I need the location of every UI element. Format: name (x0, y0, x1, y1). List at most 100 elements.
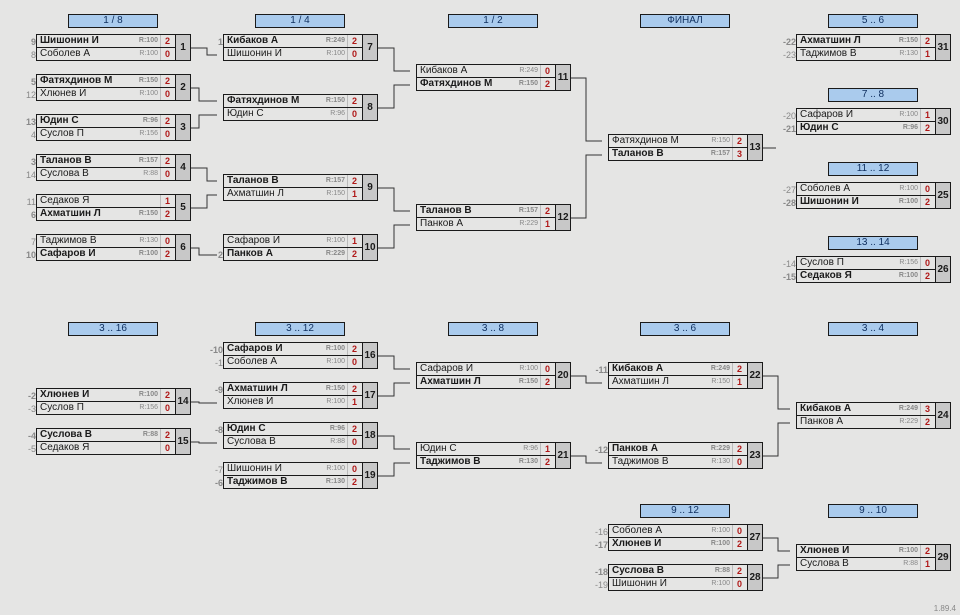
match: Сафаров ИR:10012Панков АR:229210 (223, 234, 378, 262)
match-row: -23Таджимов ВR:1301 (796, 47, 951, 61)
player-name: Фатяхдинов М (40, 75, 112, 87)
player-name: Суслова В (800, 558, 849, 570)
player-rating: R:100 (711, 525, 730, 537)
player-rating: R:100 (711, 538, 730, 550)
player-name: Хлюнев И (800, 545, 849, 557)
seed: 13 (23, 115, 37, 129)
player-name: Сафаров И (40, 248, 96, 260)
player-name: Панков А (612, 443, 658, 455)
player-rating: R:157 (711, 148, 730, 160)
player-rating: R:157 (519, 205, 538, 217)
match-number: 26 (935, 256, 951, 283)
player-name: Юдин С (800, 122, 839, 134)
match-row: -6Таджимов ВR:1302 (223, 475, 378, 489)
seed: -7 (210, 463, 224, 477)
seed: 8 (23, 48, 37, 62)
player-name: Шишонин И (227, 463, 282, 475)
player-name: Таланов В (420, 205, 472, 217)
player-rating: R:100 (326, 235, 345, 247)
player-score: 0 (540, 65, 554, 77)
player-name: Кибаков А (800, 403, 851, 415)
player-rating: R:156 (139, 128, 158, 140)
seed: -15 (783, 270, 797, 284)
player-rating: R:88 (143, 429, 158, 441)
player-rating: R:96 (330, 423, 345, 435)
player-name: Фатяхдинов М (612, 135, 679, 147)
match: 11Седаков Я16Ахматшин ЛR:15025 (36, 194, 191, 222)
round-label: 3 .. 8 (448, 322, 538, 336)
player-score: 2 (540, 78, 554, 90)
player-rating: R:156 (899, 257, 918, 269)
match: 5Фатяхдинов МR:150212Хлюнев ИR:10002 (36, 74, 191, 102)
match: Фатяхдинов МR:1502Таланов В R:157313 (608, 134, 763, 162)
match-row: -11Кибаков АR:2492 (608, 362, 763, 376)
player-rating: R:100 (899, 183, 918, 195)
match-number: 14 (175, 388, 191, 415)
player-name: Ахматшин Л (420, 376, 481, 388)
player-rating: R:249 (326, 35, 345, 47)
match: 7Таджимов ВR:130010Сафаров ИR:10026 (36, 234, 191, 262)
player-name: Таджимов В (612, 456, 669, 468)
player-rating: R:88 (715, 565, 730, 577)
player-score: 0 (160, 88, 174, 100)
match-row: Хлюнев ИR:1001 (223, 395, 378, 409)
player-name: Кибаков А (420, 65, 467, 77)
player-score: 0 (160, 235, 174, 247)
seed: -9 (210, 383, 224, 397)
seed: 12 (23, 88, 37, 102)
match-number: 27 (747, 524, 763, 551)
match-row: Фатяхдинов МR:1502 (608, 134, 763, 148)
player-name: Соболев А (800, 183, 850, 195)
match-number: 20 (555, 362, 571, 389)
seed: -4 (23, 429, 37, 443)
round-label: 3 .. 6 (640, 322, 730, 336)
player-name: Фатяхдинов М (420, 78, 492, 90)
match-number: 13 (747, 134, 763, 161)
match: Кибаков АR:2490Фатяхдинов МR:150211 (416, 64, 571, 92)
seed: -23 (783, 48, 797, 62)
player-name: Сафаров И (800, 109, 853, 121)
player-rating: R:150 (326, 188, 345, 200)
player-rating: R:100 (899, 545, 918, 557)
match-row: Суслова ВR:880 (223, 435, 378, 449)
match-row: 9Шишонин ИR:1002 (36, 34, 191, 48)
match-number: 8 (362, 94, 378, 121)
match-row: -5Седаков Я0 (36, 441, 191, 455)
match-row: 8Соболев АR:1000 (36, 47, 191, 61)
player-rating: R:100 (326, 48, 345, 60)
match: Таланов ВR:1572Ахматшин ЛR:15019 (223, 174, 378, 202)
seed: 1 (210, 35, 224, 49)
player-score: 1 (540, 218, 554, 230)
match-row: 6Ахматшин ЛR:1502 (36, 207, 191, 221)
player-score: 0 (347, 48, 361, 60)
player-name: Таланов В (612, 148, 664, 160)
player-score: 2 (920, 35, 934, 47)
player-name: Таджимов В (227, 476, 288, 488)
player-name: Сафаров И (420, 363, 473, 375)
player-name: Суслова В (612, 565, 664, 577)
player-rating: R:100 (326, 396, 345, 408)
match-number: 2 (175, 74, 191, 101)
seed: -8 (210, 423, 224, 437)
player-rating: R:229 (519, 218, 538, 230)
player-rating: R:229 (899, 416, 918, 428)
match-row: Таджимов ВR:1302 (416, 455, 571, 469)
player-rating: R:150 (326, 383, 345, 395)
round-label: 11 .. 12 (828, 162, 918, 176)
seed: 11 (23, 195, 37, 209)
seed: -6 (210, 476, 224, 490)
player-name: Хлюнев И (612, 538, 661, 550)
match-number: 24 (935, 402, 951, 429)
match-row: Кибаков АR:2493 (796, 402, 951, 416)
match-row: -20Сафаров ИR:1001 (796, 108, 951, 122)
match-row: Кибаков АR:2490 (416, 64, 571, 78)
player-score: 3 (732, 148, 746, 160)
player-name: Сафаров И (227, 343, 283, 355)
player-score: 2 (732, 538, 746, 550)
seed: 3 (23, 155, 37, 169)
player-score: 1 (160, 195, 174, 207)
player-rating: R:100 (326, 463, 345, 475)
player-score: 2 (732, 135, 746, 147)
player-rating: R:150 (711, 376, 730, 388)
match: -27Соболев АR:1000-28Шишонин ИR:100225 (796, 182, 951, 210)
